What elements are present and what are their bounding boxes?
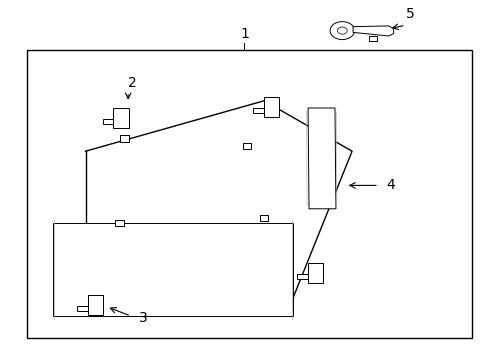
Polygon shape (352, 26, 393, 36)
Bar (242, 143, 251, 149)
Circle shape (329, 22, 354, 40)
Bar (259, 215, 268, 221)
Polygon shape (296, 274, 307, 279)
Bar (27, 50, 471, 338)
Text: 2: 2 (127, 76, 136, 90)
Bar (115, 220, 124, 226)
Bar (120, 135, 129, 142)
Polygon shape (252, 108, 263, 113)
Bar (53, 223, 293, 316)
Text: 5: 5 (406, 8, 414, 21)
Bar (263, 97, 279, 117)
Bar (113, 108, 129, 128)
Polygon shape (368, 36, 376, 41)
Circle shape (337, 27, 346, 34)
Text: 3: 3 (139, 311, 148, 324)
Polygon shape (77, 306, 87, 311)
Polygon shape (102, 119, 113, 124)
Bar (307, 263, 323, 283)
Text: 1: 1 (240, 27, 248, 41)
Text: 4: 4 (386, 179, 394, 192)
Polygon shape (307, 108, 335, 209)
Bar (87, 295, 103, 315)
